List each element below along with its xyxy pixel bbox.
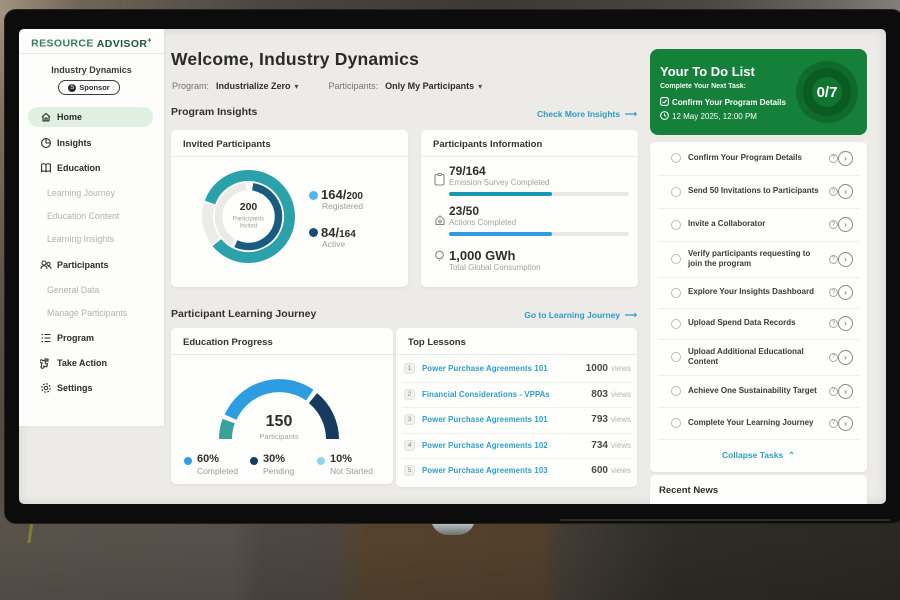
svg-text:Participants: Participants	[233, 217, 264, 223]
svg-text:Participants: Participants	[259, 432, 298, 441]
svg-text:150: 150	[266, 413, 293, 430]
svg-text:Invited: Invited	[240, 224, 258, 230]
svg-text:200: 200	[240, 201, 258, 213]
